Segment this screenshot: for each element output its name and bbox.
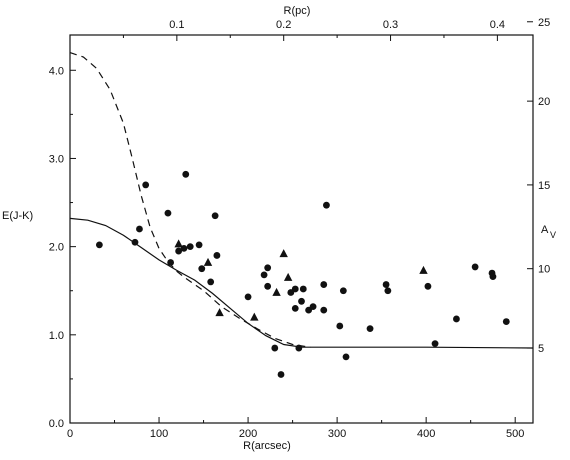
data-point-circle xyxy=(136,225,143,233)
data-point-circle xyxy=(211,212,219,220)
data-point-circle xyxy=(489,273,497,281)
data-point-circle xyxy=(186,243,194,251)
tick-labels: 0 100 200 300 400 500 0.0 1.0 2.0 3.0 4.0 0.1 0.2 0.3… xyxy=(49,17,551,440)
data-point-circle xyxy=(182,170,190,178)
right-tick-label: 25 xyxy=(538,17,550,29)
data-point-triangle xyxy=(419,265,428,274)
data-point-circle xyxy=(260,271,268,279)
y-tick-label: 0.0 xyxy=(49,418,64,430)
data-point-circle xyxy=(95,241,103,249)
data-point-circle xyxy=(299,285,307,293)
data-point-circle xyxy=(431,340,439,348)
data-point-circle xyxy=(207,278,215,286)
data-point-circle xyxy=(320,306,328,314)
top-tick-label: 0.1 xyxy=(169,19,184,31)
top-axis-label: R(pc) xyxy=(284,5,311,17)
x-axis-label: R(arcsec) xyxy=(243,440,291,452)
data-point-circle xyxy=(142,181,150,189)
tick-marks xyxy=(69,21,533,424)
data-point-circle xyxy=(453,315,460,323)
y-tick-label: 1.0 xyxy=(49,330,64,342)
data-point-circle xyxy=(264,264,272,272)
right-axis-label-subscript: V xyxy=(550,230,556,240)
y-tick-label: 3.0 xyxy=(49,153,64,165)
top-tick-label: 0.2 xyxy=(276,19,291,31)
data-point-triangle xyxy=(283,272,293,281)
right-tick-label: 5 xyxy=(538,343,544,355)
model-curves xyxy=(69,52,534,349)
x-tick-label: 300 xyxy=(328,428,346,440)
data-point-circle xyxy=(213,252,221,259)
data-point-circle xyxy=(264,282,272,290)
data-point-triangle xyxy=(279,249,288,258)
data-point-circle xyxy=(336,322,344,330)
data-point-circle xyxy=(271,344,279,352)
data-point-circle xyxy=(291,285,299,293)
right-tick-label: 15 xyxy=(538,180,550,192)
data-points xyxy=(95,170,510,378)
data-point-circle xyxy=(198,265,206,273)
data-point-triangle xyxy=(174,239,183,248)
y-tick-label: 4.0 xyxy=(49,65,64,77)
data-point-circle xyxy=(339,287,347,295)
solid-model-curve xyxy=(69,217,534,349)
data-point-circle xyxy=(244,293,252,301)
data-point-circle xyxy=(502,318,510,325)
data-point-circle xyxy=(131,238,139,246)
right-axis-label: A xyxy=(541,224,549,236)
x-tick-label: 200 xyxy=(239,428,257,440)
right-tick-label: 20 xyxy=(538,96,550,108)
data-point-circle xyxy=(424,282,432,290)
top-tick-label: 0.3 xyxy=(383,19,398,31)
data-point-circle xyxy=(382,281,390,288)
data-point-circle xyxy=(366,325,374,333)
data-point-triangle xyxy=(272,287,281,296)
data-point-circle xyxy=(471,263,479,271)
data-point-circle xyxy=(175,247,183,255)
data-point-triangle xyxy=(250,312,259,321)
data-point-circle xyxy=(167,259,175,266)
x-tick-label: 100 xyxy=(150,428,168,440)
y-tick-label: 2.0 xyxy=(49,242,64,254)
top-tick-label: 0.4 xyxy=(490,19,505,31)
data-point-circle xyxy=(342,353,350,361)
x-tick-label: 400 xyxy=(417,428,435,440)
right-tick-label: 10 xyxy=(538,264,550,276)
data-point-circle xyxy=(323,201,330,209)
x-tick-label: 0 xyxy=(67,428,73,440)
data-point-circle xyxy=(295,344,303,352)
plot-frame xyxy=(69,34,534,424)
data-point-circle xyxy=(164,209,172,217)
data-point-triangle xyxy=(203,257,213,266)
y-axis-label: E(J-K) xyxy=(2,210,33,222)
data-point-circle xyxy=(291,304,299,312)
x-tick-label: 500 xyxy=(506,428,524,440)
data-point-circle xyxy=(298,297,305,305)
dashed-model-curve xyxy=(69,52,311,348)
data-point-circle xyxy=(277,371,285,378)
data-point-circle xyxy=(195,241,203,249)
data-point-circle xyxy=(309,303,317,310)
data-point-circle xyxy=(320,281,328,288)
data-point-triangle xyxy=(215,308,224,317)
data-point-circle xyxy=(384,287,392,295)
